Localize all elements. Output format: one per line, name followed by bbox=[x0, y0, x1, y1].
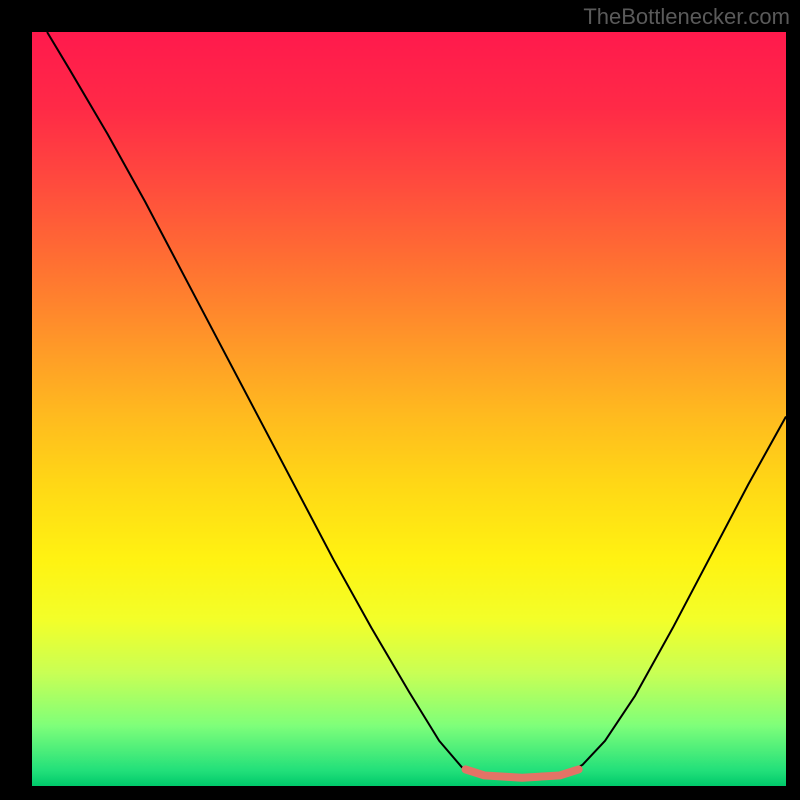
flat-region-marker bbox=[466, 769, 579, 777]
chart-svg bbox=[32, 32, 786, 786]
bottleneck-curve bbox=[47, 32, 786, 778]
watermark-text: TheBottlenecker.com bbox=[583, 4, 790, 30]
plot-area bbox=[32, 32, 786, 786]
